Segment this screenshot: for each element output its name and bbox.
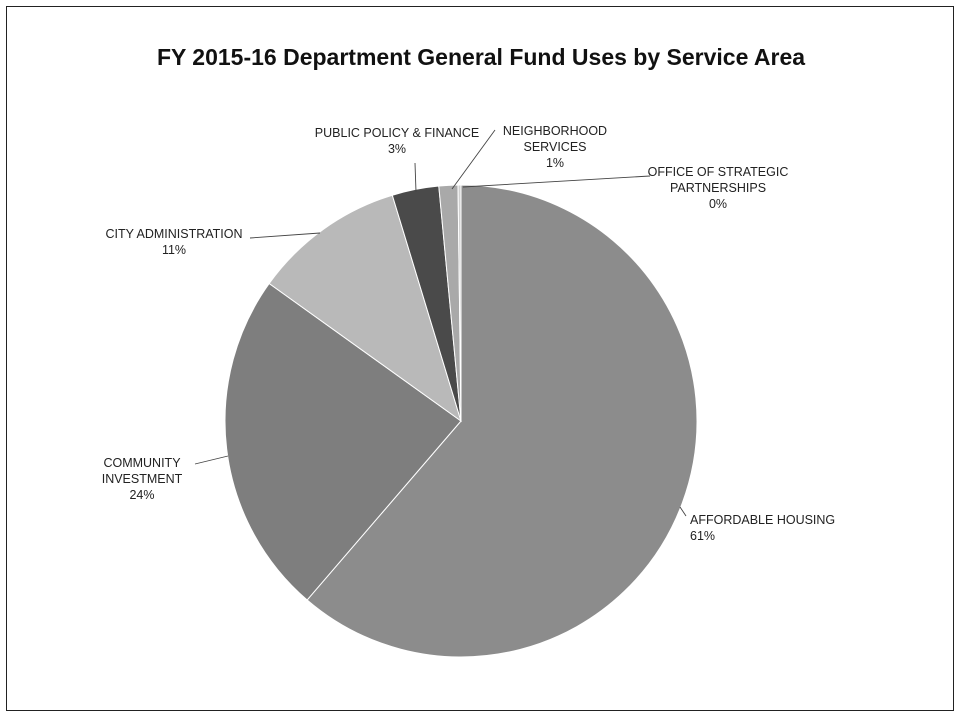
slice-label: OFFICE OF STRATEGIC PARTNERSHIPS 0% xyxy=(648,165,789,211)
leader-line xyxy=(414,162,417,193)
slice-label: AFFORDABLE HOUSING 61% xyxy=(690,513,835,543)
pie-slice-affordable-housing xyxy=(306,184,698,658)
slice-label: COMMUNITY INVESTMENT 24% xyxy=(102,456,183,502)
slice-label: CITY ADMINISTRATION 11% xyxy=(105,227,242,257)
chart-title: FY 2015-16 Department General Fund Uses … xyxy=(156,44,806,70)
slice-label: NEIGHBORHOOD SERVICES 1% xyxy=(503,124,607,170)
leader-line xyxy=(451,129,496,190)
leader-line xyxy=(679,506,687,517)
leader-line xyxy=(194,455,229,465)
pie-slice-city-administration xyxy=(268,194,462,423)
leader-line xyxy=(249,232,321,239)
leader-line xyxy=(462,175,651,188)
pie-slice-office-of-strategic-partnerships xyxy=(457,184,462,422)
pie-slice-community-investment xyxy=(224,282,462,601)
slice-label: PUBLIC POLICY & FINANCE 3% xyxy=(315,126,479,156)
